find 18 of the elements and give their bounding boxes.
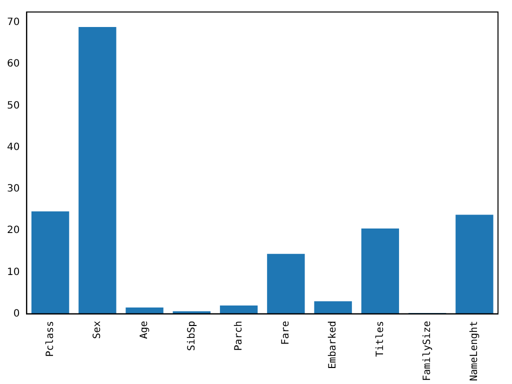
x-tick-label: Embarked bbox=[328, 320, 339, 369]
y-tick-label: 70 bbox=[6, 17, 20, 28]
y-tick-label: 40 bbox=[6, 142, 20, 153]
y-tick-label: 30 bbox=[6, 184, 20, 195]
y-tick-label: 20 bbox=[6, 225, 20, 236]
y-tick-label: 50 bbox=[6, 100, 20, 112]
x-tick-label: Parch bbox=[233, 320, 244, 351]
y-tick-label: 10 bbox=[6, 266, 20, 278]
x-tick-label: Sex bbox=[92, 320, 104, 339]
x-tick-label: Titles bbox=[374, 320, 386, 357]
x-tick-label: SibSp bbox=[186, 320, 198, 351]
y-tick-label: 60 bbox=[6, 58, 20, 70]
x-tick-label: FamilySize bbox=[422, 320, 433, 382]
x-tick-label: Pclass bbox=[44, 320, 56, 357]
x-tick-label: NameLenght bbox=[469, 320, 480, 382]
x-tick-label: Fare bbox=[280, 320, 292, 345]
x-tick-label: Age bbox=[139, 320, 150, 339]
y-tick-label: 0 bbox=[13, 308, 20, 320]
